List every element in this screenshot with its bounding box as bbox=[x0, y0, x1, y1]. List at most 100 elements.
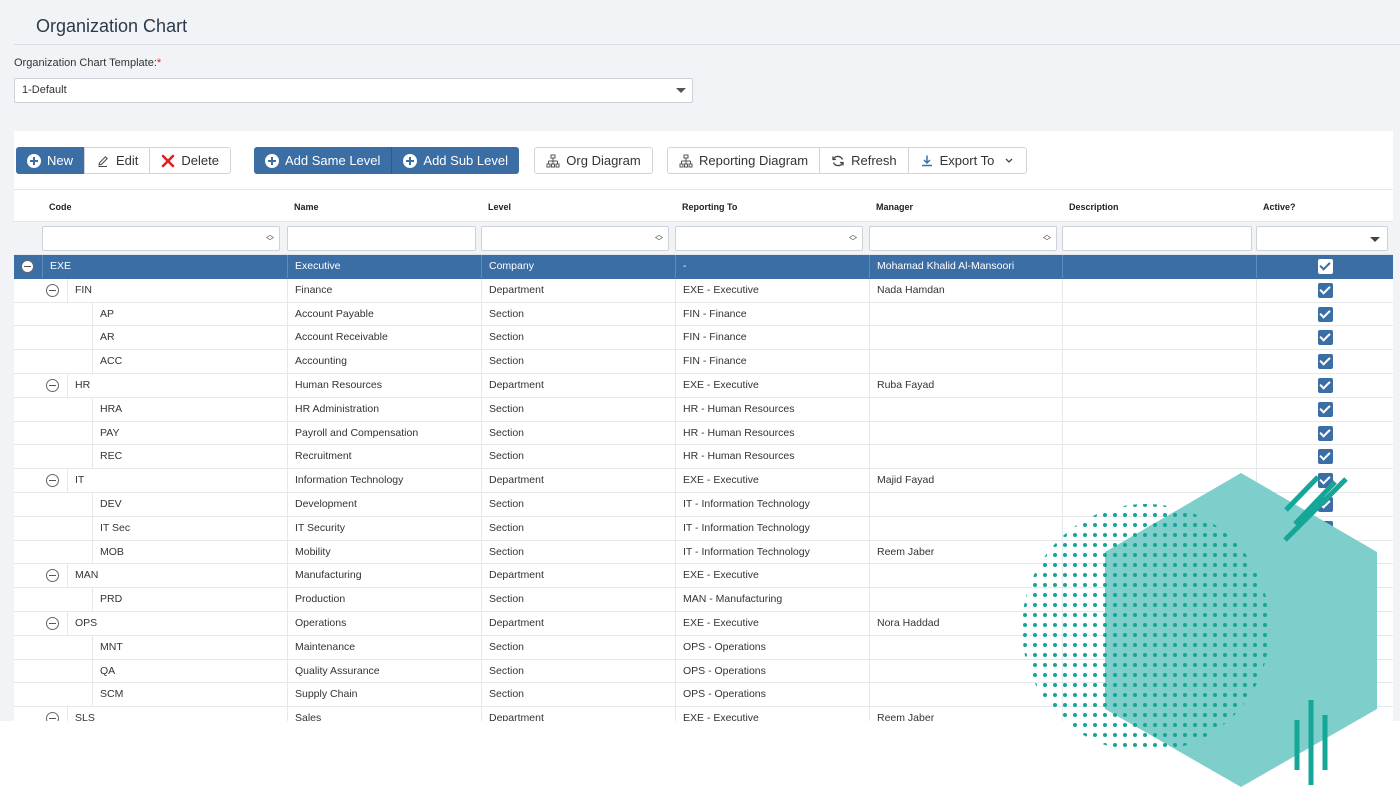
active-checkbox-icon[interactable] bbox=[1318, 568, 1333, 584]
cell-manager bbox=[869, 588, 1062, 611]
active-checkbox-icon[interactable] bbox=[1318, 330, 1333, 346]
reporting-to-filter-input[interactable]: ︿ ﹀ bbox=[675, 226, 863, 251]
table-row[interactable]: SLS Sales Department EXE - Executive Reem Ja… bbox=[14, 707, 1393, 721]
active-checkbox-icon[interactable] bbox=[1318, 354, 1333, 370]
collapse-toggle-icon[interactable] bbox=[46, 283, 59, 297]
table-row[interactable]: MNT Maintenance Section OPS - Operations bbox=[14, 635, 1393, 660]
column-header-active[interactable]: Active? bbox=[1263, 202, 1296, 212]
collapse-toggle-icon[interactable] bbox=[46, 712, 59, 721]
cell-level: Section bbox=[481, 635, 675, 659]
column-header-reporting-to[interactable]: Reporting To bbox=[682, 202, 738, 212]
cell-reporting-to: FIN - Finance bbox=[675, 302, 869, 326]
reporting-diagram-button[interactable]: Reporting Diagram bbox=[667, 147, 821, 174]
table-row[interactable]: HRA HR Administration Section HR - Human Re… bbox=[14, 397, 1393, 422]
new-button[interactable]: New bbox=[16, 147, 86, 174]
cell-active bbox=[1256, 255, 1393, 278]
cell-active bbox=[1256, 635, 1393, 659]
table-row[interactable]: IT Sec IT Security Section IT - Information… bbox=[14, 516, 1393, 541]
collapse-toggle-icon[interactable] bbox=[21, 260, 34, 273]
cell-code: IT bbox=[67, 469, 287, 492]
table-row[interactable]: PAY Payroll and Compensation Section HR - H… bbox=[14, 421, 1393, 446]
cell-level: Section bbox=[481, 302, 675, 326]
active-checkbox-icon[interactable] bbox=[1318, 592, 1333, 608]
manager-filter-input[interactable]: ︿ ﹀ bbox=[869, 226, 1057, 251]
cell-code: PAY bbox=[92, 421, 287, 445]
plus-circle-icon bbox=[403, 153, 418, 168]
add-sub-level-button[interactable]: Add Sub Level bbox=[392, 147, 519, 174]
collapse-toggle-icon[interactable] bbox=[46, 616, 59, 630]
active-checkbox-icon[interactable] bbox=[1318, 544, 1333, 560]
active-checkbox-icon[interactable] bbox=[1318, 615, 1333, 631]
cell-name: Account Receivable bbox=[287, 326, 481, 350]
table-row[interactable]: ACC Accounting Section FIN - Finance bbox=[14, 350, 1393, 374]
active-checkbox-icon[interactable] bbox=[1318, 401, 1333, 417]
table-row[interactable]: HR Human Resources Department EXE - Executi… bbox=[14, 373, 1393, 398]
table-row[interactable]: MOB Mobility Section IT - Information Techn… bbox=[14, 540, 1393, 565]
name-filter-input[interactable] bbox=[287, 226, 476, 251]
active-checkbox-icon[interactable] bbox=[1318, 687, 1333, 703]
export-to-button[interactable]: Export To bbox=[907, 147, 1028, 174]
active-checkbox-icon[interactable] bbox=[1318, 449, 1333, 465]
table-row[interactable]: AR Account Receivable Section FIN - Finance bbox=[14, 326, 1393, 351]
column-header-level[interactable]: Level bbox=[488, 202, 512, 212]
collapse-toggle-icon[interactable] bbox=[46, 378, 59, 392]
code-filter-input[interactable]: ︿ ﹀ bbox=[42, 226, 280, 251]
org-diagram-button[interactable]: Org Diagram bbox=[534, 147, 653, 174]
active-filter-select[interactable] bbox=[1256, 226, 1388, 251]
refresh-button[interactable]: Refresh bbox=[819, 147, 909, 174]
level-filter-input[interactable]: ︿ ﹀ bbox=[481, 226, 669, 251]
cell-reporting-to: MAN - Manufacturing bbox=[675, 588, 869, 611]
cell-name: Recruitment bbox=[287, 445, 481, 469]
dropdown-caret-icon bbox=[1370, 237, 1380, 242]
active-checkbox-icon[interactable] bbox=[1318, 711, 1333, 721]
cell-name: Development bbox=[287, 492, 481, 516]
active-checkbox-icon[interactable] bbox=[1318, 425, 1333, 441]
template-select[interactable]: 1-Default bbox=[14, 78, 693, 103]
add-same-level-button[interactable]: Add Same Level bbox=[254, 147, 393, 174]
column-header-description[interactable]: Description bbox=[1069, 202, 1119, 212]
cell-description bbox=[1062, 302, 1256, 326]
cell-description bbox=[1062, 469, 1256, 492]
active-checkbox-icon[interactable] bbox=[1318, 496, 1333, 512]
cell-level: Section bbox=[481, 588, 675, 611]
active-checkbox-icon[interactable] bbox=[1318, 520, 1333, 536]
table-row[interactable]: OPS Operations Department EXE - Executive No… bbox=[14, 611, 1393, 636]
active-checkbox-icon[interactable] bbox=[1318, 259, 1333, 274]
table-row[interactable]: FIN Finance Department EXE - Executive Nada … bbox=[14, 278, 1393, 303]
table-row[interactable]: EXE Executive Company - Mohamad Khalid Al-Ma… bbox=[14, 255, 1393, 279]
column-header-code[interactable]: Code bbox=[49, 202, 72, 212]
table-row[interactable]: DEV Development Section IT - Information Te… bbox=[14, 492, 1393, 517]
active-checkbox-icon[interactable] bbox=[1318, 377, 1333, 393]
table-row[interactable]: QA Quality Assurance Section OPS - Operatio… bbox=[14, 659, 1393, 684]
cell-description bbox=[1062, 255, 1256, 278]
sort-spinner-icon: ︿ ﹀ bbox=[1043, 230, 1051, 246]
table-row[interactable]: MAN Manufacturing Department EXE - Executiv… bbox=[14, 564, 1393, 589]
table-row[interactable]: IT Information Technology Department EXE - … bbox=[14, 469, 1393, 493]
table-row[interactable]: AP Account Payable Section FIN - Finance bbox=[14, 302, 1393, 327]
cell-code: EXE bbox=[42, 255, 287, 278]
cell-description bbox=[1062, 707, 1256, 721]
cell-manager bbox=[869, 326, 1062, 350]
grid-header-row: Code Name Level Reporting To Manager Des… bbox=[14, 189, 1393, 222]
column-header-manager[interactable]: Manager bbox=[876, 202, 914, 212]
cell-active bbox=[1256, 707, 1393, 721]
active-checkbox-icon[interactable] bbox=[1318, 639, 1333, 655]
collapse-toggle-icon[interactable] bbox=[46, 569, 59, 583]
active-checkbox-icon[interactable] bbox=[1318, 663, 1333, 679]
description-filter-input[interactable] bbox=[1062, 226, 1252, 251]
table-row[interactable]: REC Recruitment Section HR - Human Resource… bbox=[14, 445, 1393, 470]
delete-button[interactable]: Delete bbox=[149, 147, 231, 174]
active-checkbox-icon[interactable] bbox=[1318, 282, 1333, 298]
active-checkbox-icon[interactable] bbox=[1318, 473, 1333, 489]
cell-manager bbox=[869, 302, 1062, 326]
cell-level: Company bbox=[481, 255, 675, 278]
active-checkbox-icon[interactable] bbox=[1318, 306, 1333, 322]
collapse-toggle-icon[interactable] bbox=[46, 474, 59, 488]
column-header-name[interactable]: Name bbox=[294, 202, 319, 212]
sort-spinner-icon: ︿ ﹀ bbox=[655, 230, 663, 246]
cell-description bbox=[1062, 421, 1256, 445]
edit-button[interactable]: Edit bbox=[84, 147, 151, 174]
table-row[interactable]: PRD Production Section MAN - Manufacturing bbox=[14, 588, 1393, 612]
table-row[interactable]: SCM Supply Chain Section OPS - Operations bbox=[14, 683, 1393, 708]
